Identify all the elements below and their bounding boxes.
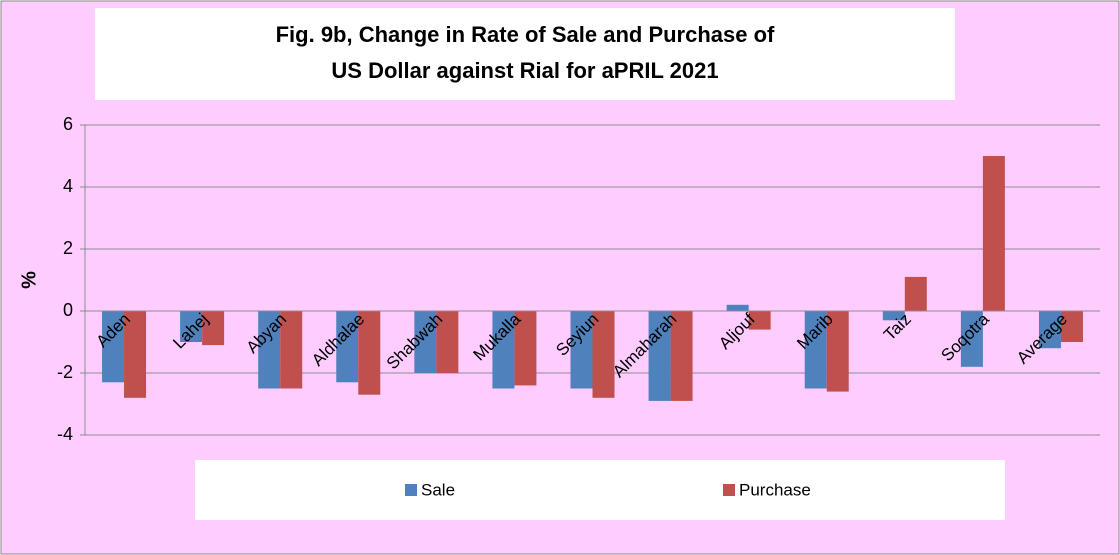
y-tick-label: 2	[63, 238, 73, 258]
bar	[826, 311, 849, 392]
bar	[280, 311, 303, 389]
bar	[102, 311, 125, 383]
legend-swatch	[723, 484, 735, 496]
bar	[1060, 311, 1083, 342]
chart-title: Fig. 9b, Change in Rate of Sale and Purc…	[276, 22, 775, 83]
bar	[1038, 311, 1061, 349]
y-tick-label: 6	[63, 114, 73, 134]
bar	[436, 311, 459, 373]
legend-label: Sale	[421, 480, 455, 499]
bar	[904, 276, 927, 311]
bar	[258, 311, 281, 389]
bar	[748, 311, 771, 330]
y-axis-label: %	[18, 271, 40, 289]
bar	[726, 304, 749, 311]
bar	[202, 311, 225, 346]
bar	[882, 311, 905, 321]
bar	[670, 311, 693, 401]
legend-swatch	[405, 484, 417, 496]
title-box	[95, 8, 955, 100]
y-tick-label: -2	[57, 362, 73, 382]
bar	[648, 311, 671, 401]
bar	[414, 311, 437, 373]
bar	[492, 311, 515, 389]
bar	[592, 311, 615, 398]
bar	[180, 311, 203, 342]
bar	[982, 156, 1005, 311]
bar	[124, 311, 147, 398]
bar	[804, 311, 827, 389]
bar	[570, 311, 593, 389]
bar	[514, 311, 537, 386]
legend-label: Purchase	[739, 480, 811, 499]
bar	[358, 311, 381, 395]
y-tick-label: 4	[63, 176, 73, 196]
bar	[960, 311, 983, 367]
legend-box	[195, 460, 1005, 520]
y-tick-label: -4	[57, 424, 73, 444]
y-tick-label: 0	[63, 300, 73, 320]
bar	[336, 311, 359, 383]
